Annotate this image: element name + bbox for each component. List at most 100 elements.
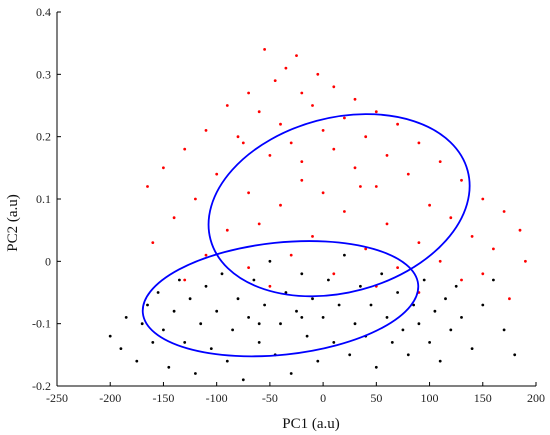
data-point xyxy=(316,72,320,76)
data-point xyxy=(188,297,192,301)
plot-area xyxy=(108,48,527,382)
data-point xyxy=(470,347,474,350)
data-point xyxy=(417,322,421,326)
data-point xyxy=(204,129,208,132)
data-point xyxy=(273,79,277,82)
data-point xyxy=(204,284,208,288)
data-point xyxy=(268,259,272,263)
data-point xyxy=(124,316,128,319)
data-point xyxy=(321,316,325,319)
data-point xyxy=(332,272,336,276)
data-point xyxy=(364,247,368,251)
data-point xyxy=(502,210,506,213)
data-point xyxy=(332,85,336,89)
data-point xyxy=(257,110,261,114)
data-point xyxy=(385,222,389,226)
data-point xyxy=(449,328,453,332)
data-point xyxy=(481,272,485,276)
data-point xyxy=(194,197,197,201)
x-tick-label: -250 xyxy=(46,391,68,405)
confidence-ellipse xyxy=(141,240,420,358)
data-point xyxy=(257,322,261,326)
data-point xyxy=(513,353,517,357)
data-point xyxy=(247,91,251,95)
data-point xyxy=(225,359,229,363)
data-point xyxy=(401,328,405,332)
data-point xyxy=(225,104,229,107)
data-point xyxy=(119,347,123,350)
data-point xyxy=(146,185,149,188)
data-point xyxy=(332,147,336,151)
data-point xyxy=(454,284,458,288)
data-point xyxy=(300,178,304,182)
data-point xyxy=(460,278,463,282)
axes: -250 -200 -150 -100 -50 0 50 100 150 200 -0.2 -0.1 0… xyxy=(32,5,545,405)
data-point xyxy=(279,203,282,207)
data-point xyxy=(438,359,442,363)
y-tick-label: -0.2 xyxy=(32,379,51,393)
data-point xyxy=(204,253,208,257)
data-point xyxy=(225,228,229,232)
data-point xyxy=(268,154,272,157)
data-point xyxy=(422,278,426,282)
data-point xyxy=(369,303,373,307)
x-tick-label: -50 xyxy=(262,391,278,405)
data-point xyxy=(183,341,187,344)
data-point xyxy=(492,247,495,251)
data-point xyxy=(374,185,378,188)
confidence-ellipse xyxy=(207,113,471,298)
data-point xyxy=(151,241,155,245)
data-point xyxy=(311,235,314,238)
data-point xyxy=(140,322,144,326)
data-point xyxy=(374,110,378,114)
data-point xyxy=(444,297,447,301)
data-point xyxy=(385,154,389,157)
data-point xyxy=(524,259,527,263)
data-point xyxy=(321,191,325,195)
data-point xyxy=(300,91,304,95)
data-point xyxy=(390,341,394,344)
data-point xyxy=(279,322,282,326)
data-point xyxy=(417,241,421,245)
data-point xyxy=(481,197,485,201)
data-point xyxy=(433,309,437,313)
data-point xyxy=(162,328,165,332)
y-tick-label: 0.4 xyxy=(36,5,51,19)
data-point xyxy=(284,291,288,294)
x-tick-label: 200 xyxy=(527,391,545,405)
data-point xyxy=(236,297,240,301)
data-point xyxy=(380,272,384,276)
data-point xyxy=(449,216,453,220)
data-point xyxy=(257,222,261,226)
data-point xyxy=(156,291,160,294)
data-point xyxy=(241,378,245,382)
x-tick-label: 100 xyxy=(421,391,439,405)
data-point xyxy=(209,347,213,350)
data-point xyxy=(257,341,261,344)
y-axis-title: PC2 (a.u) xyxy=(5,194,21,252)
data-point xyxy=(311,104,314,107)
y-tick-label: -0.1 xyxy=(32,317,51,331)
data-point xyxy=(353,322,357,326)
data-point xyxy=(279,122,282,126)
data-point xyxy=(241,141,245,145)
x-tick-label: -200 xyxy=(99,391,121,405)
data-point xyxy=(406,353,410,357)
data-point xyxy=(231,328,235,332)
data-point xyxy=(289,372,293,375)
data-point xyxy=(438,259,442,263)
data-point xyxy=(183,278,187,282)
data-point xyxy=(353,166,357,170)
data-point xyxy=(183,147,187,151)
data-point xyxy=(396,122,399,126)
data-point xyxy=(428,341,431,344)
data-point xyxy=(460,316,463,319)
data-point xyxy=(135,359,139,363)
y-tick-label: 0.1 xyxy=(36,192,51,206)
data-point xyxy=(359,185,362,188)
data-point xyxy=(215,172,219,176)
data-point xyxy=(300,160,304,164)
data-point xyxy=(492,278,495,282)
data-point xyxy=(300,316,304,319)
